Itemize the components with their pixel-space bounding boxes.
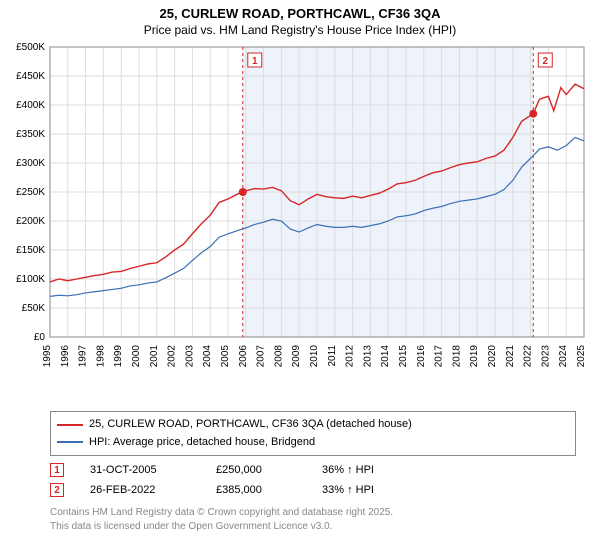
event-marker: 2 [50,483,64,497]
footer-attribution: Contains HM Land Registry data © Crown c… [50,506,576,534]
svg-text:2003: 2003 [184,345,195,368]
svg-text:2016: 2016 [416,345,427,368]
svg-text:2000: 2000 [131,345,142,368]
chart-plot: £0 £50K £100K £150K £200K £250K £300K £350K £400… [0,37,600,407]
chart-titles: 25, CURLEW ROAD, PORTHCAWL, CF36 3QA Pri… [0,0,600,37]
legend-swatch [57,424,83,426]
svg-text:£150K: £150K [16,245,45,256]
event-list: 1 31-OCT-2005 £250,000 36% ↑ HPI 2 26-FEB-202… [50,460,576,500]
svg-text:2001: 2001 [149,345,160,368]
legend: 25, CURLEW ROAD, PORTHCAWL, CF36 3QA (de… [50,411,576,456]
event-date: 26-FEB-2022 [90,484,190,496]
svg-text:£50K: £50K [22,303,46,314]
svg-text:£400K: £400K [16,100,45,111]
legend-swatch [57,441,83,443]
chart-title-subtitle: Price paid vs. HM Land Registry's House … [0,23,600,37]
event-row: 2 26-FEB-2022 £385,000 33% ↑ HPI [50,480,576,500]
svg-text:2010: 2010 [309,345,320,368]
svg-text:2011: 2011 [327,345,338,367]
svg-text:2009: 2009 [291,345,302,368]
svg-text:2022: 2022 [523,345,534,368]
svg-text:£350K: £350K [16,129,45,140]
svg-text:£300K: £300K [16,158,45,169]
svg-text:2002: 2002 [167,345,178,368]
svg-text:£500K: £500K [16,42,45,53]
svg-text:2018: 2018 [451,345,462,368]
svg-text:2013: 2013 [362,345,373,368]
svg-text:2008: 2008 [273,345,284,368]
svg-text:£100K: £100K [16,274,45,285]
svg-text:1995: 1995 [42,345,53,368]
svg-text:1996: 1996 [60,345,71,368]
svg-text:2006: 2006 [238,345,249,368]
chart-title-address: 25, CURLEW ROAD, PORTHCAWL, CF36 3QA [0,6,600,21]
svg-text:1998: 1998 [95,345,106,368]
svg-text:2007: 2007 [256,345,267,368]
svg-text:2004: 2004 [202,345,213,368]
legend-label: 25, CURLEW ROAD, PORTHCAWL, CF36 3QA (de… [89,416,412,434]
svg-text:1: 1 [252,56,258,67]
event-date: 31-OCT-2005 [90,464,190,476]
svg-text:2012: 2012 [345,345,356,368]
svg-text:2017: 2017 [434,345,445,368]
svg-text:2: 2 [542,56,548,67]
legend-item: 25, CURLEW ROAD, PORTHCAWL, CF36 3QA (de… [57,416,569,434]
event-marker: 1 [50,463,64,477]
svg-text:2015: 2015 [398,345,409,368]
footer-line2: This data is licensed under the Open Gov… [50,520,576,534]
svg-text:2019: 2019 [469,345,480,368]
chart-container: 25, CURLEW ROAD, PORTHCAWL, CF36 3QA Pri… [0,0,600,534]
svg-text:2021: 2021 [505,345,516,368]
svg-text:1997: 1997 [78,345,89,368]
svg-text:2025: 2025 [576,345,587,368]
svg-text:2020: 2020 [487,345,498,368]
svg-text:£0: £0 [34,332,46,343]
event-diff: 36% ↑ HPI [322,464,374,476]
svg-text:2023: 2023 [540,345,551,368]
event-row: 1 31-OCT-2005 £250,000 36% ↑ HPI [50,460,576,480]
svg-text:2024: 2024 [558,345,569,368]
svg-text:2014: 2014 [380,345,391,368]
svg-text:1999: 1999 [113,345,124,368]
svg-text:2005: 2005 [220,345,231,368]
event-price: £250,000 [216,464,296,476]
event-price: £385,000 [216,484,296,496]
svg-text:£450K: £450K [16,71,45,82]
legend-item: HPI: Average price, detached house, Brid… [57,434,569,452]
svg-text:£250K: £250K [16,187,45,198]
event-diff: 33% ↑ HPI [322,484,374,496]
legend-label: HPI: Average price, detached house, Brid… [89,434,315,452]
footer-line1: Contains HM Land Registry data © Crown c… [50,506,576,520]
svg-text:£200K: £200K [16,216,45,227]
